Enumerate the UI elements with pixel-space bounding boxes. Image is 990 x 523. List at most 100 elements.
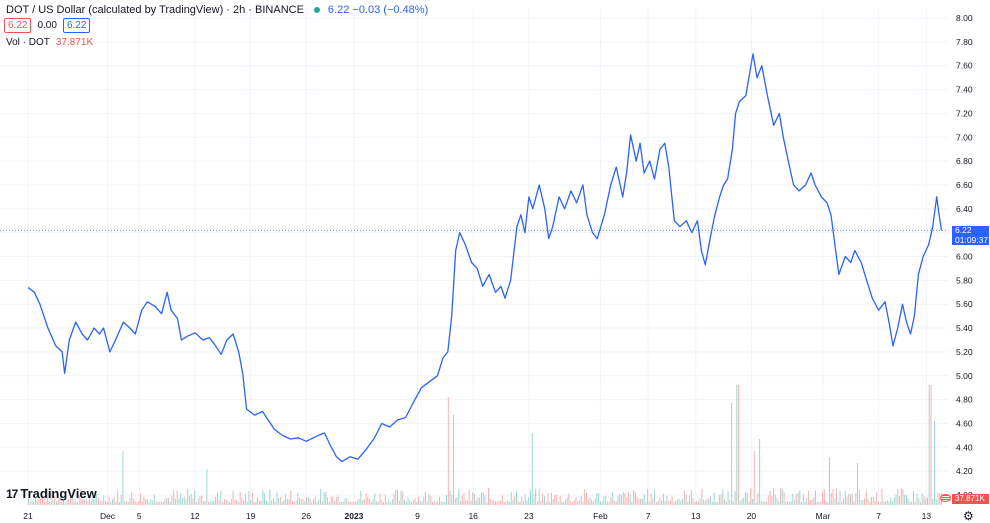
volume-bar: [98, 497, 99, 505]
volume-bar: [227, 500, 229, 505]
volume-bar: [131, 492, 133, 505]
volume-bar: [823, 489, 825, 505]
volume-bar: [463, 493, 465, 505]
volume-bar: [356, 500, 358, 505]
volume-bar: [143, 496, 145, 505]
volume-bar: [547, 493, 549, 505]
volume-bar: [167, 498, 169, 505]
volume-bar: [260, 500, 262, 505]
volume-bar: [797, 492, 799, 505]
volume-bar: [202, 501, 204, 505]
volume-bar: [379, 494, 381, 505]
volume-bar: [689, 495, 691, 505]
volume-bar: [376, 501, 378, 505]
volume-bar: [29, 501, 31, 505]
volume-bar: [673, 502, 675, 505]
volume-bar: [28, 498, 29, 505]
volume-bar: [244, 494, 246, 505]
volume-bar: [545, 501, 547, 505]
y-tick-label: 5.80: [956, 275, 973, 285]
volume-bar: [759, 439, 761, 505]
volume-bar: [769, 491, 771, 505]
volume-bar: [66, 501, 68, 505]
y-tick-label: 5.20: [956, 347, 973, 357]
volume-bar: [773, 488, 775, 505]
volume-bar: [169, 501, 171, 505]
volume-bar: [416, 502, 418, 505]
volume-bar: [290, 491, 292, 505]
volume-bar: [920, 501, 921, 505]
y-tick-label: 7.20: [956, 108, 973, 118]
volume-bar: [146, 498, 148, 505]
volume-bar: [846, 496, 848, 505]
volume-bar: [552, 498, 554, 505]
volume-bar: [752, 499, 754, 505]
volume-bar: [589, 497, 591, 505]
volume-bar: [402, 491, 404, 505]
volume-bar: [697, 501, 699, 505]
volume-bar: [676, 499, 678, 505]
volume-bar: [334, 500, 336, 505]
volume-bar: [865, 490, 867, 505]
y-tick-label: 7.40: [956, 85, 973, 95]
volume-bar: [792, 494, 794, 505]
volume-bar: [419, 501, 421, 505]
volume-bar: [64, 501, 66, 505]
current-price-tag: 6.22 01:09:37: [952, 225, 989, 245]
volume-bar: [715, 502, 717, 505]
x-tick-label: 13: [922, 511, 932, 521]
x-tick-label: 2023: [344, 511, 363, 521]
volume-bar: [47, 489, 49, 505]
volume-bar: [386, 502, 388, 505]
volume-bar: [442, 501, 444, 505]
volume-bar: [899, 496, 900, 505]
volume-bar: [771, 495, 773, 505]
volume-bar: [815, 490, 816, 505]
volume-bar: [299, 497, 301, 505]
volume-bar: [902, 489, 904, 505]
current-price-value: 6.22: [955, 225, 972, 235]
volume-bar: [822, 492, 823, 505]
y-tick-label: 6.60: [956, 180, 973, 190]
volume-bar: [178, 498, 180, 505]
volume-bar: [129, 498, 131, 505]
volume-bar: [139, 493, 141, 505]
volume-bar: [113, 497, 115, 505]
volume-bar: [713, 492, 715, 505]
volume-bar: [237, 501, 239, 505]
volume-bar: [780, 488, 782, 505]
volume-bar: [557, 501, 559, 505]
volume-bar: [643, 494, 645, 505]
price-series-line[interactable]: [27, 53, 943, 463]
x-tick-label: Mar: [816, 511, 831, 521]
volume-bar: [827, 502, 829, 505]
volume-bar: [447, 397, 449, 505]
volume-bar: [115, 501, 117, 505]
volume-bar: [895, 495, 897, 505]
y-tick-label: 4.20: [956, 466, 973, 476]
volume-bar: [701, 488, 703, 505]
volume-bar: [631, 501, 633, 505]
volume-bar: [110, 501, 112, 505]
volume-bar: [374, 493, 376, 505]
volume-bar: [696, 501, 698, 505]
volume-bar: [292, 501, 294, 505]
volume-bar: [157, 501, 159, 505]
volume-bar: [615, 501, 617, 505]
volume-bar: [787, 501, 789, 505]
buy-button[interactable]: 6.22: [62, 18, 91, 33]
symbol-title[interactable]: DOT / US Dollar (calculated by TradingVi…: [6, 4, 304, 16]
volume-bar: [56, 501, 57, 505]
volume-bar: [594, 498, 596, 505]
volume-bar: [675, 501, 677, 505]
settings-gear-icon[interactable]: ⚙: [963, 509, 974, 523]
volume-bar: [564, 499, 566, 505]
volume-bars: [28, 385, 942, 505]
volume-bar: [432, 502, 433, 505]
volume-bar: [241, 498, 243, 505]
volume-bar: [568, 493, 570, 505]
sell-button[interactable]: 6.22: [4, 18, 32, 33]
tradingview-logo[interactable]: 17 TradingView: [6, 486, 97, 501]
volume-bar: [145, 499, 147, 505]
